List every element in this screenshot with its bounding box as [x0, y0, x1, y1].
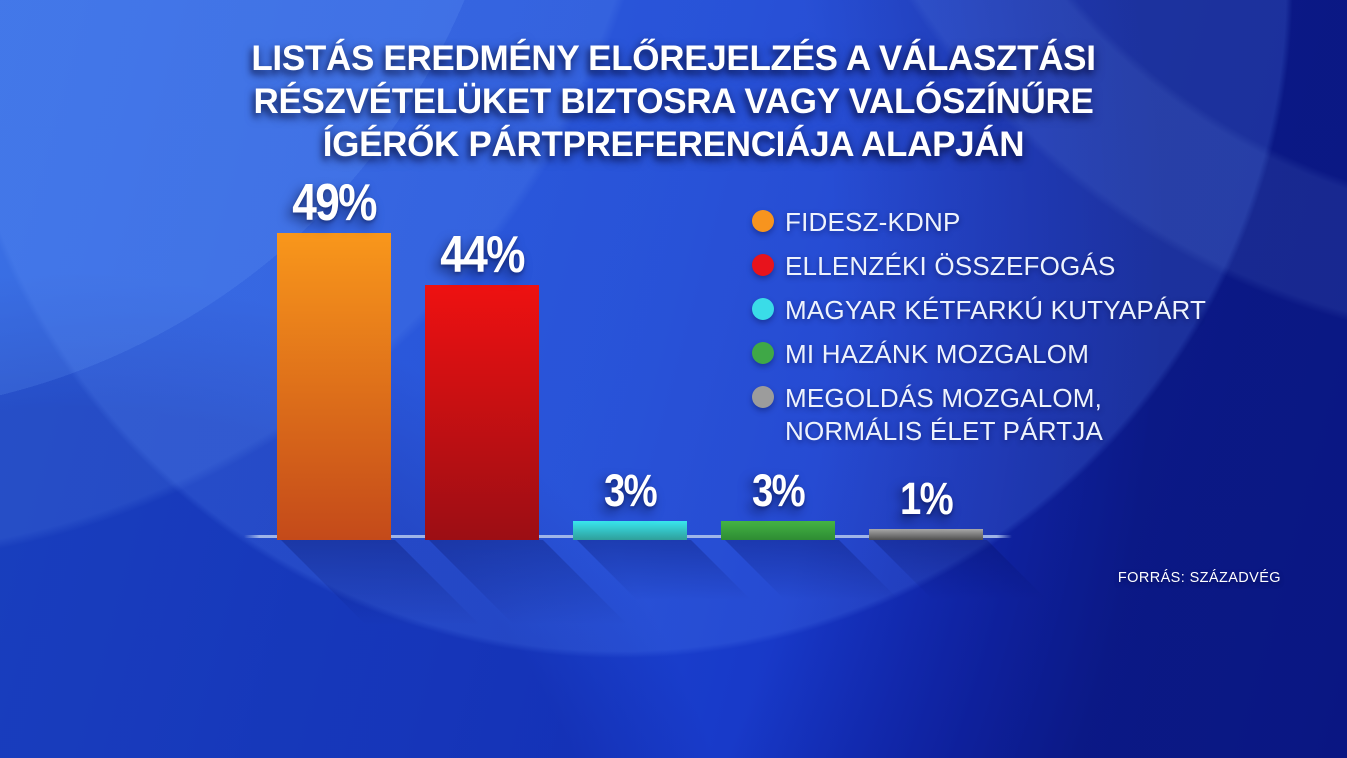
bar-value-label-megoldas: 1% — [900, 473, 954, 524]
legend-label-line1: MAGYAR KÉTFARKÚ KUTYAPÁRT — [785, 295, 1207, 325]
chart-title-line-1: LISTÁS EREDMÉNY ELŐREJELZÉS A VÁLASZTÁSI — [251, 39, 1096, 78]
legend-item-megoldas-mozgalom: MEGOLDÁS MOZGALOM, NORMÁLIS ÉLET PÁRTJA — [752, 382, 1206, 448]
legend-dot-mi-hazank-mozgalom — [752, 342, 774, 364]
legend-dot-ellenzeki-osszefogas — [752, 254, 774, 276]
chart-title-line-2: RÉSZVÉTELÜKET BIZTOSRA VAGY VALÓSZÍNŰRE — [253, 82, 1094, 121]
chart-title: LISTÁS EREDMÉNY ELŐREJELZÉS A VÁLASZTÁSI… — [0, 37, 1347, 166]
legend-label-line1: MI HAZÁNK MOZGALOM — [785, 339, 1090, 369]
legend-item-ellenzeki-osszefogas: ELLENZÉKI ÖSSZEFOGÁS — [752, 250, 1206, 283]
bar-ellenzeki-osszefogas — [425, 285, 539, 540]
source-credit: FORRÁS: SZÁZADVÉG — [1117, 570, 1281, 586]
legend-label-line1: ELLENZÉKI ÖSSZEFOGÁS — [785, 251, 1116, 281]
legend-dot-megoldas-mozgalom — [752, 386, 774, 408]
legend-label: MAGYAR KÉTFARKÚ KUTYAPÁRT — [785, 294, 1206, 327]
bar-megoldas-mozgalom — [869, 529, 983, 540]
bar-ketfarku-kutyapart — [573, 521, 687, 540]
bar-fidesz-kdnp — [277, 233, 391, 540]
chart-legend: FIDESZ-KDNP ELLENZÉKI ÖSSZEFOGÁS MAGYAR … — [752, 206, 1206, 459]
legend-label-line2: NORMÁLIS ÉLET PÁRTJA — [785, 416, 1104, 446]
legend-dot-ketfarku-kutyapart — [752, 298, 774, 320]
bar-mi-hazank-mozgalom — [721, 521, 835, 540]
legend-label-line1: MEGOLDÁS MOZGALOM, — [785, 383, 1103, 413]
legend-label-line1: FIDESZ-KDNP — [785, 207, 961, 237]
legend-dot-fidesz-kdnp — [752, 210, 774, 232]
legend-item-ketfarku-kutyapart: MAGYAR KÉTFARKÚ KUTYAPÁRT — [752, 294, 1206, 327]
legend-label: FIDESZ-KDNP — [785, 206, 961, 239]
chart-title-line-3: ÍGÉRŐK PÁRTPREFERENCIÁJA ALAPJÁN — [322, 125, 1025, 164]
legend-label: MI HAZÁNK MOZGALOM — [785, 338, 1089, 371]
bar-value-label-kutyapart: 3% — [604, 465, 658, 516]
legend-label: ELLENZÉKI ÖSSZEFOGÁS — [785, 250, 1116, 283]
bar-value-label-ellenzek: 44% — [440, 226, 525, 284]
legend-item-mi-hazank-mozgalom: MI HAZÁNK MOZGALOM — [752, 338, 1206, 371]
legend-item-fidesz-kdnp: FIDESZ-KDNP — [752, 206, 1206, 239]
bar-value-label-mihazank: 3% — [752, 465, 806, 516]
legend-label: MEGOLDÁS MOZGALOM, NORMÁLIS ÉLET PÁRTJA — [785, 382, 1103, 448]
bar-value-label-fidesz: 49% — [292, 174, 377, 232]
